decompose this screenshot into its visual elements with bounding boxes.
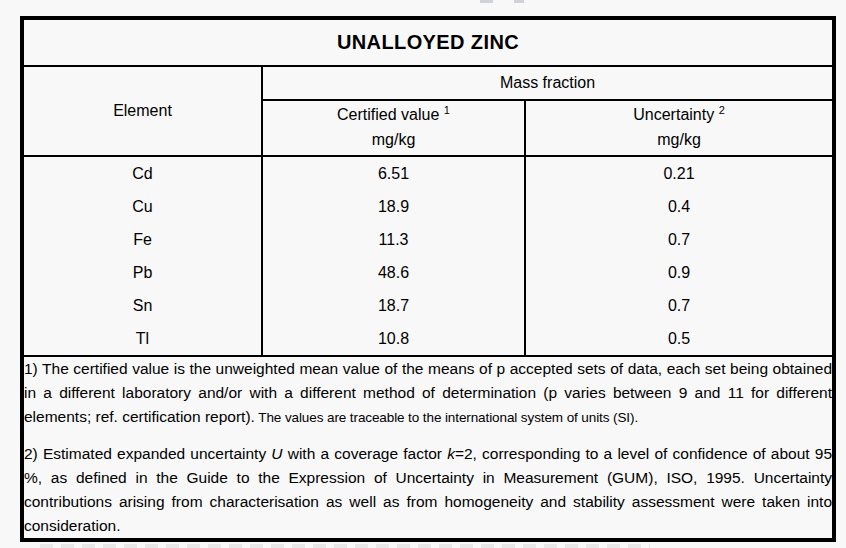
table-title: UNALLOYED ZINC (22, 18, 834, 66)
uncertainty-cell: 0.5 (525, 322, 834, 356)
table-row: Fe 11.3 0.7 (22, 223, 834, 256)
uncertainty-cell: 0.7 (525, 223, 834, 256)
clipped-text-artifact-top-left (480, 0, 493, 3)
uncertainty-label: Uncertainty (633, 106, 714, 123)
title-row: UNALLOYED ZINC (22, 18, 834, 66)
element-cell: Tl (22, 322, 262, 356)
footnote-1: 1) The certified value is the unweighted… (24, 357, 832, 430)
column-group-header-mass-fraction: Mass fraction (262, 66, 834, 100)
element-cell: Sn (22, 289, 262, 322)
footnotes-row: 1) The certified value is the unweighted… (22, 356, 834, 540)
certified-value-cell: 10.8 (262, 322, 525, 356)
element-cell: Cd (22, 156, 262, 190)
clipped-text-artifact-bottom (40, 544, 650, 548)
table-row: Cd 6.51 0.21 (22, 156, 834, 190)
certified-value-footnote-ref: 1 (444, 104, 450, 116)
column-header-uncertainty: Uncertainty 2 mg/kg (525, 100, 834, 156)
certified-values-table: UNALLOYED ZINC Element Mass fraction Cer… (20, 16, 836, 542)
uncertainty-cell: 0.4 (525, 190, 834, 223)
table-row: Cu 18.9 0.4 (22, 190, 834, 223)
footnote-2-intro: 2) Estimated expanded uncertainty (24, 445, 271, 462)
certified-value-cell: 18.7 (262, 289, 525, 322)
table-row: Tl 10.8 0.5 (22, 322, 834, 356)
coverage-factor-symbol-k: k (447, 445, 455, 462)
certified-value-cell: 6.51 (262, 156, 525, 190)
footnote-2-mid: with a coverage factor (283, 445, 448, 462)
column-header-element: Element (22, 66, 262, 156)
uncertainty-unit: mg/kg (657, 131, 701, 148)
certified-value-cell: 11.3 (262, 223, 525, 256)
uncertainty-cell: 0.21 (525, 156, 834, 190)
header-row-group: Element Mass fraction (22, 66, 834, 100)
uncertainty-cell: 0.9 (525, 256, 834, 289)
document-page: UNALLOYED ZINC Element Mass fraction Cer… (0, 0, 846, 548)
column-header-certified-value: Certified value 1 mg/kg (262, 100, 525, 156)
table-row: Sn 18.7 0.7 (22, 289, 834, 322)
element-cell: Fe (22, 223, 262, 256)
table-row: Pb 48.6 0.9 (22, 256, 834, 289)
certified-value-cell: 48.6 (262, 256, 525, 289)
certified-value-label: Certified value (337, 106, 439, 123)
clipped-text-artifact-top-right (514, 0, 524, 3)
element-cell: Cu (22, 190, 262, 223)
element-cell: Pb (22, 256, 262, 289)
footnote-1-traceability-text: The values are traceable to the internat… (255, 410, 638, 425)
footnote-2: 2) Estimated expanded uncertainty U with… (24, 442, 832, 538)
uncertainty-symbol-U: U (271, 445, 282, 462)
uncertainty-footnote-ref: 2 (719, 104, 725, 116)
uncertainty-cell: 0.7 (525, 289, 834, 322)
footnotes-section: 1) The certified value is the unweighted… (22, 356, 834, 540)
certified-value-unit: mg/kg (372, 131, 416, 148)
certified-value-cell: 18.9 (262, 190, 525, 223)
